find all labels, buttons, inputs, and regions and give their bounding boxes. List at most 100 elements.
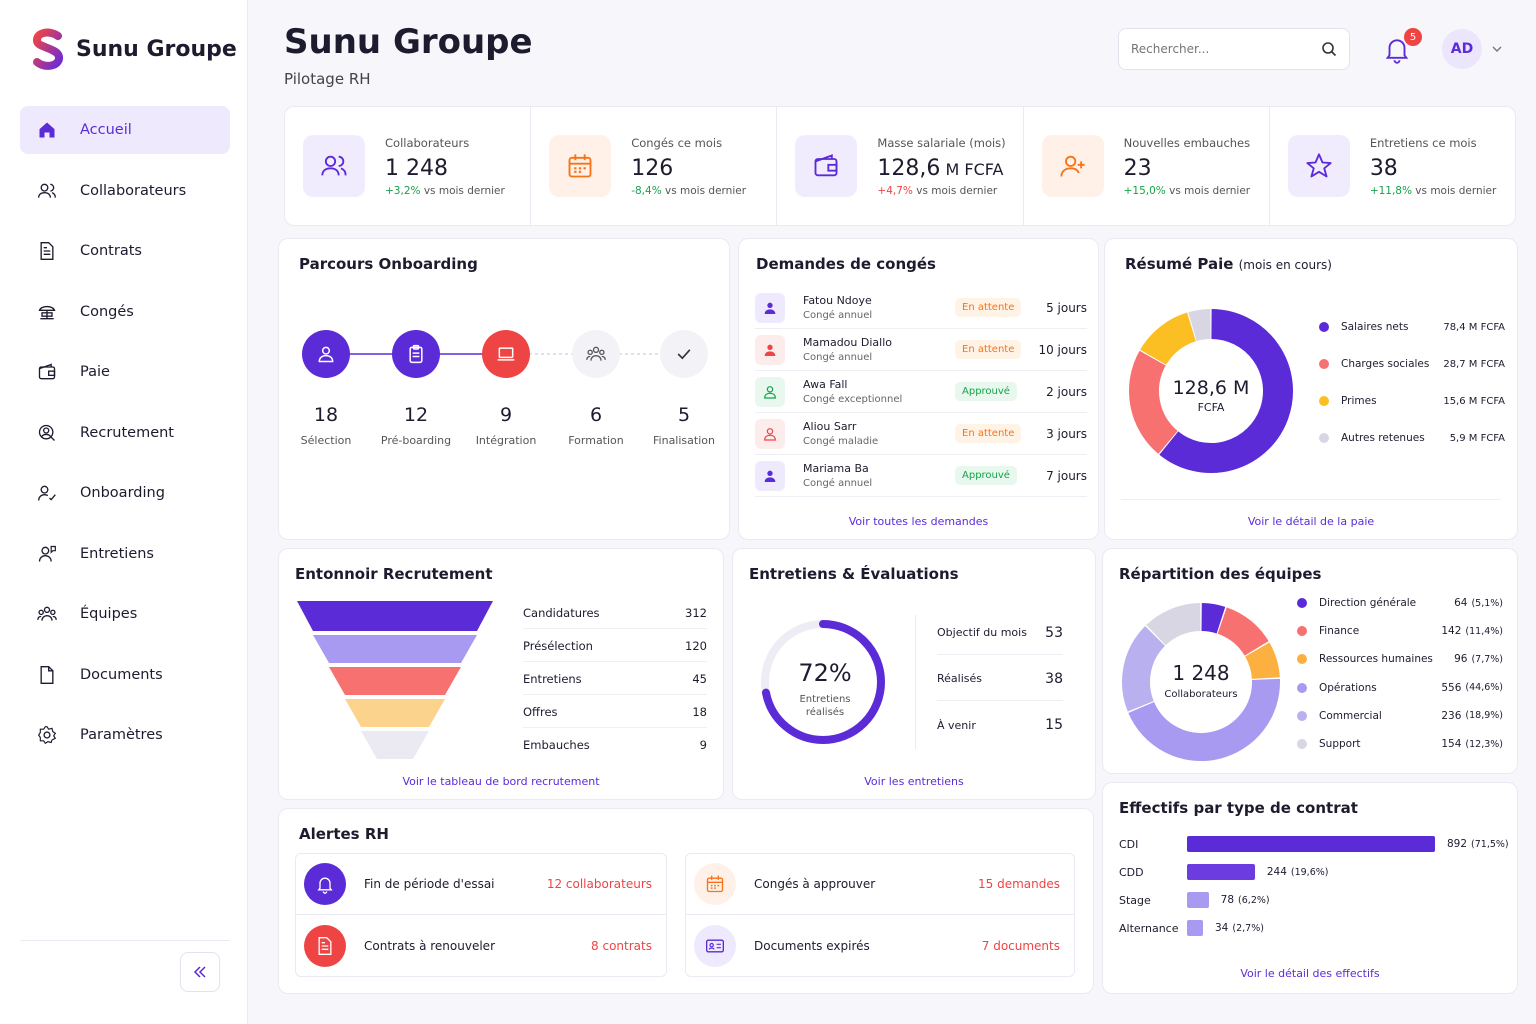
teams-slice-5[interactable] [1146,603,1202,646]
sidebar-item-5[interactable]: Recrutement [20,409,230,457]
sidebar-item-9[interactable]: Documents [20,651,230,699]
teams-center: 1 248 Collaborateurs [1121,661,1281,700]
hr-alert-item[interactable]: Fin de période d'essai 12 collaborateurs [295,853,667,915]
person-outline-icon [318,346,334,363]
file-icon [36,664,58,686]
funnel-stage-0[interactable] [297,601,493,631]
view-evaluations-link[interactable]: Voir les entretiens [864,775,964,788]
payroll-slice-1[interactable] [1129,350,1179,454]
funnel-stage-label: Présélection [523,638,593,653]
onboarding-step[interactable]: 6 Formation [551,330,641,447]
team-label: Commercial [1319,709,1382,722]
view-all-leaves-link[interactable]: Voir toutes les demandes [848,515,989,528]
sidebar-item-6[interactable]: Onboarding [20,469,230,517]
leave-request-row[interactable]: Awa Fall Congé exceptionnel Approuvé 2 jour… [755,371,1087,413]
team-label: Finance [1319,625,1360,638]
kpi-card[interactable]: Nouvelles embauches 23 +15,0% vs mois dern… [1024,107,1270,225]
notification-bell-icon[interactable] [1382,34,1412,64]
team-legend-item: Finance 142 (11,4%) [1297,625,1503,637]
kpi-delta: +11,8% vs mois dernier [1370,185,1497,197]
evaluation-value: 53 [1045,624,1063,641]
legend-dot [1297,654,1307,665]
clipboard-icon [409,344,423,364]
laptop-icon [497,347,515,361]
funnel-stage-4[interactable] [361,731,429,759]
funnel-row: Présélection 120 [523,630,707,662]
payroll-slice-2[interactable] [1140,312,1197,366]
kpi-label: Masse salariale (mois) [877,135,1006,150]
logo[interactable]: Sunu Groupe [30,28,237,70]
kpi-card[interactable]: Entretiens ce mois 38 +11,8% vs mois derni… [1270,107,1515,225]
team-percent: (12,3%) [1465,738,1503,750]
sidebar-item-1[interactable]: Collaborateurs [20,167,230,215]
sidebar-item-0[interactable]: Accueil [20,106,230,154]
kpi-delta-text: vs mois dernier [1165,184,1251,197]
kpi-card[interactable]: Masse salariale (mois) 128,6 M FCFA +4,7% … [777,107,1024,225]
hr-alert-item[interactable]: Documents expirés 7 documents [685,915,1075,977]
view-headcount-link[interactable]: Voir le détail des effectifs [1240,967,1380,980]
onboarding-step[interactable]: 5 Finalisation [639,330,729,447]
onboarding-step[interactable]: 9 Intégration [461,330,551,447]
chevron-down-icon[interactable] [1490,42,1504,56]
collapse-sidebar-button[interactable] [180,952,220,992]
onboarding-step[interactable]: 18 Sélection [281,330,371,447]
contract-bar[interactable] [1187,920,1203,936]
contract-bar[interactable] [1187,892,1209,908]
user-avatar[interactable]: AD [1442,29,1482,69]
sidebar-item-3[interactable]: Congés [20,288,230,336]
teams-slice-1[interactable] [1217,607,1269,657]
funnel-stage-value: 45 [692,671,707,686]
view-recruitment-dashboard-link[interactable]: Voir le tableau de bord recrutement [402,775,600,788]
payroll-slice-3[interactable] [1188,309,1212,342]
payroll-slice-0[interactable] [1159,309,1293,473]
teams-slice-3[interactable] [1128,678,1280,761]
legend-dot [1319,396,1329,406]
sidebar-item-10[interactable]: Paramètres [20,711,230,759]
hr-alert-item[interactable]: Congés à approuver 15 demandes [685,853,1075,915]
leave-request-row[interactable]: Mariama Ba Congé annuel Approuvé 7 jours [755,455,1087,497]
kpi-delta: +3,2% vs mois dernier [385,185,505,197]
sidebar-item-4[interactable]: Paie [20,348,230,396]
sidebar-item-7[interactable]: Entretiens [20,530,230,578]
leave-request-row[interactable]: Aliou Sarr Congé maladie En attente 3 jours [755,413,1087,455]
teams-slice-2[interactable] [1244,642,1280,680]
kpi-card[interactable]: Collaborateurs 1 248 +3,2% vs mois dernier [285,107,532,225]
recruit-icon [38,424,55,441]
legend-label: Salaires nets [1341,321,1409,333]
hr-alert-item[interactable]: Contrats à renouveler 8 contrats [295,915,667,977]
funnel-stage-2[interactable] [329,667,461,695]
teams-slice-0[interactable] [1200,603,1226,634]
sidebar-item-2[interactable]: Contrats [20,227,230,275]
search-input[interactable] [1131,42,1301,56]
kpi-delta: -8,4% vs mois dernier [631,185,746,197]
step-circle [392,330,440,378]
leave-request-row[interactable]: Mamadou Diallo Congé annuel En attente 10 j… [755,329,1087,371]
onboarding-step[interactable]: 12 Pré-boarding [371,330,461,447]
kpi-number: 23 [1123,155,1152,181]
sidebar-item-label: Congés [80,303,134,320]
funnel-stage-3[interactable] [345,699,445,727]
sidebar-item-8[interactable]: Équipes [20,590,230,638]
teams-slice-4[interactable] [1122,626,1166,712]
funnel-row: Embauches 9 [523,729,707,761]
contract-bar[interactable] [1187,864,1255,880]
team-percent: (44,6%) [1465,682,1503,694]
kpi-strip: Collaborateurs 1 248 +3,2% vs mois dernier… [284,106,1516,226]
view-payroll-link[interactable]: Voir le détail de la paie [1247,515,1375,528]
contract-bar[interactable] [1187,836,1435,852]
contract-count: 244 [1266,866,1287,878]
alert-icon-circle [304,924,346,967]
sidebar: Sunu Groupe Accueil Collaborateurs Contrat… [0,0,248,1024]
kpi-value: 23 [1124,156,1251,181]
recruitment-funnel-card: Entonnoir Recrutement Candidatures 312 Pré… [278,548,724,800]
kpi-icon-tile [303,135,365,197]
funnel-stage-1[interactable] [313,635,477,663]
users-icon [36,180,58,202]
leave-request-row[interactable]: Fatou Ndoye Congé annuel En attente 5 jours [755,287,1087,329]
alert-icon-circle [694,924,736,967]
contract-percent: (2,7%) [1232,922,1264,934]
kpi-card[interactable]: Congés ce mois 126 -8,4% vs mois dernier [531,107,778,225]
search-icon[interactable] [1321,41,1337,57]
card-title: Répartition des équipes [1119,565,1322,583]
kpi-value: 128,6 M FCFA [877,156,1005,181]
